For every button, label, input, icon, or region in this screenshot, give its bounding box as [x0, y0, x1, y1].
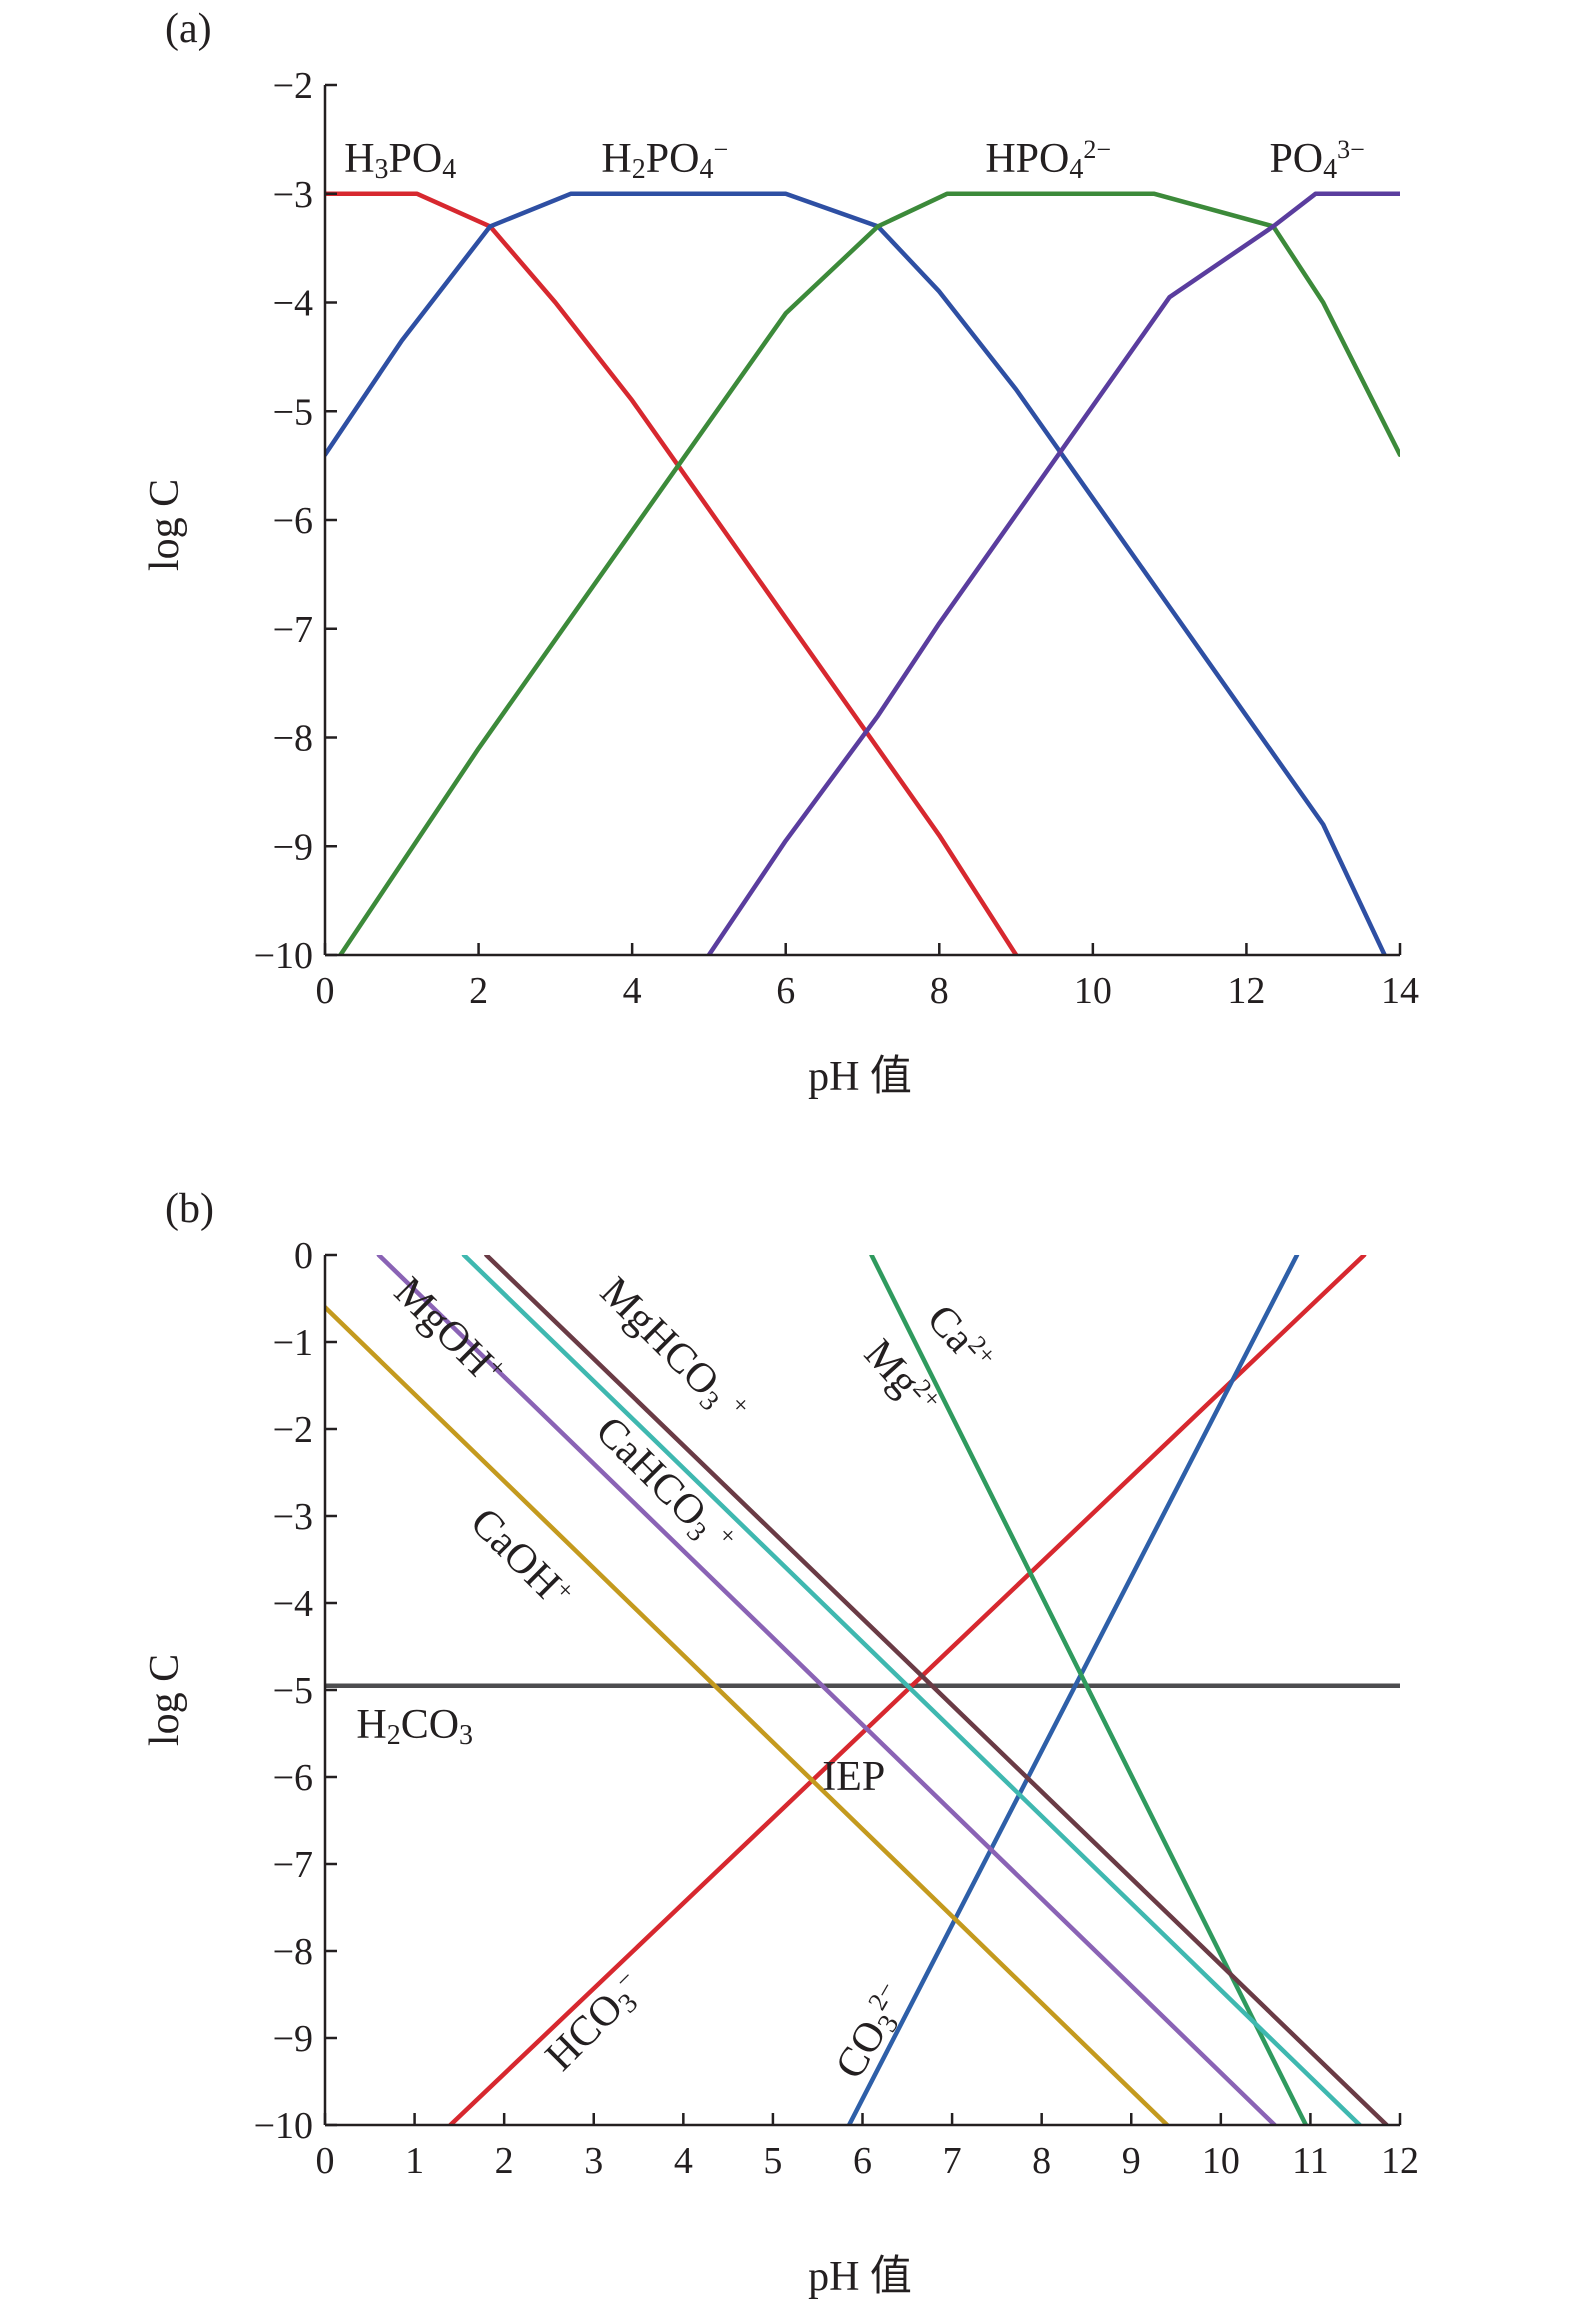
- panel-a-x-tick-label: 14: [1381, 970, 1419, 1012]
- panel-b-series-mghco3-line: [484, 1255, 1389, 2125]
- panel-b-y-tick-label: −1: [273, 1322, 313, 1364]
- panel-a-y-tick-label: −9: [273, 826, 313, 868]
- panel-b-tag: (b): [165, 1186, 214, 1232]
- panel-b-x-tick-label: 0: [316, 2140, 335, 2182]
- panel-b-x-tick-label: 9: [1122, 2140, 1141, 2182]
- panel-b-label-cahco3: CaHCO3 +: [584, 1407, 743, 1566]
- panel-a-label-h3po4: H3PO4: [344, 136, 456, 185]
- panel-b-series-caoh-line: [325, 1304, 1170, 2125]
- panel-b-x-tick-label: 3: [584, 2140, 603, 2182]
- panel-b-x-tick-label: 11: [1292, 2140, 1329, 2182]
- panel-b-label-hco3: HCO3−: [536, 1963, 655, 2082]
- panel-b-y-tick-label: −3: [273, 1496, 313, 1538]
- panel-a-y-tick-label: −3: [273, 174, 313, 216]
- panel-a-x-tick-label: 6: [776, 970, 795, 1012]
- panel-a-x-axis-title: pH 值: [808, 1054, 912, 1100]
- panel-b-y-tick-label: −7: [273, 1844, 313, 1886]
- panel-b-x-tick-label: 8: [1032, 2140, 1051, 2182]
- panel-b-y-tick-label: −2: [273, 1409, 313, 1451]
- panel-b-label-mghco3: MgHCO3 +: [589, 1268, 756, 1435]
- panel-a-y-tick-label: −4: [273, 283, 313, 325]
- panel-b-series-cahco3-line: [461, 1255, 1362, 2125]
- panel-b-label-iep: IEP: [822, 1754, 885, 1800]
- panel-b-x-tick-label: 1: [405, 2140, 424, 2182]
- panel-a-y-tick-label: −5: [273, 391, 313, 433]
- panel-a-series-h2po4-line: [325, 191, 1387, 955]
- chart-panel-b: (b) pH 值 log C 0−1−2−3−4−5−6−7−8−9−100 1 2…: [142, 1186, 1419, 2300]
- panel-b-label-h2co3: H2CO3: [356, 1702, 473, 1751]
- panel-b-x-tick-label: 5: [763, 2140, 782, 2182]
- panel-a-x-tick-label: 8: [930, 970, 949, 1012]
- panel-b-series-mgoh-line: [376, 1255, 1277, 2125]
- panel-b-y-axis-title: log C: [142, 1654, 188, 1746]
- panel-a-x-tick-label: 0: [316, 970, 335, 1012]
- panel-b-label-co32: CO32−: [826, 1976, 920, 2088]
- panel-a-x-tick-label: 4: [623, 970, 642, 1012]
- panel-b-x-axis-title: pH 值: [808, 2254, 912, 2300]
- chart-panel-a: (a) pH 值 log C −2 −3 −4 −5 −6 −7 −8 −9 −100 2 4 6 8 1…: [142, 6, 1419, 1100]
- panel-b-x-tick-label: 2: [495, 2140, 514, 2182]
- panel-b-x-tick-label: 7: [943, 2140, 962, 2182]
- panel-a-label-hpo42: HPO42−: [985, 135, 1111, 185]
- panel-a-series-po43-line: [706, 191, 1400, 955]
- panel-b-x-tick-label: 6: [853, 2140, 872, 2182]
- panel-a-label-h2po4: H2PO4−: [601, 135, 728, 185]
- panel-b-x-tick-label: 12: [1381, 2140, 1419, 2182]
- panel-b-y-tick-label: −10: [254, 2105, 313, 2147]
- panel-b-y-tick-label: −4: [273, 1583, 313, 1625]
- panel-a-x-tick-label: 10: [1074, 970, 1112, 1012]
- panel-a-series-hpo42-line: [338, 191, 1400, 955]
- panel-b-series-co32-line: [846, 1255, 1300, 2125]
- panel-b-series-hco3-line: [448, 1255, 1367, 2125]
- panel-a-y-tick-label: −6: [273, 500, 313, 542]
- panel-a-y-tick-label: −8: [273, 718, 313, 760]
- panel-b-x-tick-label: 10: [1202, 2140, 1240, 2182]
- panel-a-tag: (a): [165, 6, 212, 52]
- panel-b-y-tick-label: −5: [273, 1670, 313, 1712]
- panel-b-y-tick-label: −6: [273, 1757, 313, 1799]
- panel-b-label-caoh: CaOH+: [461, 1498, 581, 1618]
- panel-a-y-axis-title: log C: [142, 479, 188, 571]
- panel-b-x-tick-label: 4: [674, 2140, 693, 2182]
- panel-a-y-tick-label: −7: [273, 609, 313, 651]
- panel-a-label-po43: PO43−: [1269, 135, 1364, 185]
- panel-b-y-tick-label: −8: [273, 1931, 313, 1973]
- panel-a-x-tick-label: 2: [469, 970, 488, 1012]
- panel-a-y-tick-label: −2: [273, 65, 313, 107]
- panel-a-y-tick-label: −10: [254, 935, 313, 977]
- panel-b-y-tick-label: 0: [294, 1235, 313, 1277]
- panel-a-series-h3po4-line: [325, 191, 1019, 955]
- panel-b-y-tick-label: −9: [273, 2018, 313, 2060]
- panel-a-x-tick-label: 12: [1227, 970, 1265, 1012]
